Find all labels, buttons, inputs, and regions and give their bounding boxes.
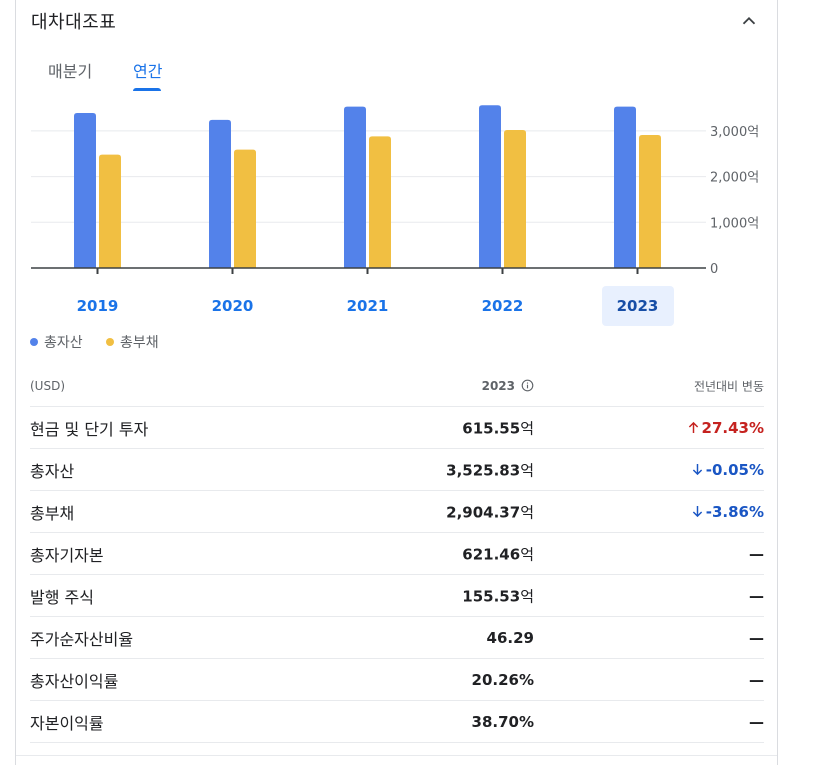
y-tick-label: 0 — [710, 262, 718, 277]
table-row: 총자기자본 621.46억 — — [30, 533, 764, 575]
tab-underline — [133, 88, 161, 91]
card-divider — [16, 755, 777, 756]
row-value: 38.70% — [472, 713, 534, 731]
section-title: 대차대조표 — [31, 12, 117, 33]
year-button[interactable]: 2021 — [346, 297, 389, 315]
row-label: 총자산이익률 — [30, 671, 119, 691]
table-row: 발행 주식 155.53억 — — [30, 575, 764, 617]
arrow-up-icon — [688, 421, 698, 433]
row-value: 46.29 — [487, 629, 534, 647]
row-change: — — [749, 629, 764, 647]
row-change: — — [749, 587, 764, 605]
year-button[interactable]: 2022 — [481, 297, 524, 315]
bar-total-assets — [74, 113, 96, 269]
row-value-number: 20.26% — [471, 670, 534, 689]
year-header-text: 2023 — [481, 379, 515, 393]
row-value-unit: 억 — [520, 503, 534, 521]
row-change-text: -0.05% — [705, 460, 764, 479]
row-change: -3.86% — [692, 503, 764, 521]
row-change-text: 27.43% — [701, 418, 764, 437]
y-tick-label: 3,000억 — [710, 125, 759, 140]
row-change-text: — — [749, 712, 764, 731]
row-label: 주가순자산비율 — [30, 629, 134, 649]
row-value-number: 155.53 — [462, 587, 521, 605]
arrow-down-icon — [692, 463, 702, 475]
legend-label-total-assets: 총자산 — [44, 335, 83, 351]
row-change: -0.05% — [692, 461, 764, 479]
row-value: 155.53억 — [462, 585, 534, 606]
bar-total-liabilities — [504, 129, 526, 268]
info-icon[interactable] — [521, 379, 534, 392]
row-value-number: 38.70% — [471, 712, 534, 731]
legend-item-total-liabilities: 총부채 — [106, 332, 159, 352]
bar-total-assets — [479, 105, 501, 268]
row-value-unit: 억 — [520, 419, 534, 437]
legend-label-total-liabilities: 총부채 — [120, 335, 159, 351]
row-value-number: 2,904.37 — [446, 503, 521, 521]
legend-item-total-assets: 총자산 — [30, 332, 83, 352]
financial-table: (USD) 2023 전년대비 변동 현금 및 단기 투자 615.55억 27.4… — [30, 366, 764, 743]
row-value-number: 615.55 — [462, 419, 521, 437]
year-button[interactable]: 2020 — [211, 297, 254, 315]
year-button[interactable]: 2019 — [76, 297, 119, 315]
row-change: 27.43% — [688, 419, 764, 437]
row-label: 발행 주식 — [30, 587, 94, 607]
table-row: 주가순자산비율 46.29 — — [30, 617, 764, 659]
legend-swatch-total-assets — [30, 338, 38, 346]
bar-total-assets — [209, 119, 231, 268]
row-change-text: — — [749, 628, 764, 647]
row-value-unit: 억 — [520, 545, 534, 563]
row-value: 2,904.37억 — [446, 501, 534, 522]
balance-sheet-chart: 0 1,000억 2,000억 3,000억 — [31, 105, 759, 277]
legend-swatch-total-liabilities — [106, 338, 114, 346]
row-value-number: 3,525.83 — [446, 461, 521, 479]
year-column-header: 2023 — [482, 379, 534, 393]
balance-sheet-card: 대차대조표 매분기 연간 0 1,000억 2,000억 3,000억 2019 202… — [15, 0, 778, 765]
row-label: 현금 및 단기 투자 — [30, 419, 149, 439]
table-row: 총자산이익률 20.26% — — [30, 659, 764, 701]
chevron-up-icon[interactable] — [738, 10, 760, 32]
row-label: 자본이익률 — [30, 713, 104, 733]
bar-total-assets — [344, 106, 366, 268]
table-row: 총부채 2,904.37억 -3.86% — [30, 491, 764, 533]
row-value: 20.26% — [472, 671, 534, 689]
bar-total-liabilities — [369, 136, 391, 268]
table-row: 자본이익률 38.70% — — [30, 701, 764, 743]
bar-total-assets — [614, 106, 636, 268]
table-body: 현금 및 단기 투자 615.55억 27.43% 총자산 3,525.83억 -0.05… — [30, 407, 764, 743]
row-change-text: — — [749, 586, 764, 605]
y-tick-label: 1,000억 — [710, 216, 759, 231]
bar-total-liabilities — [99, 154, 121, 268]
arrow-down-icon — [692, 505, 702, 517]
table-header: (USD) 2023 전년대비 변동 — [30, 366, 764, 407]
bar-total-liabilities — [234, 149, 256, 268]
row-change-text: — — [749, 544, 764, 563]
row-change-text: — — [749, 670, 764, 689]
tab-annual[interactable]: 연간 — [133, 62, 163, 81]
row-label: 총자기자본 — [30, 545, 104, 565]
row-value-unit: 억 — [520, 587, 534, 605]
table-row: 현금 및 단기 투자 615.55억 27.43% — [30, 407, 764, 449]
row-value-number: 46.29 — [486, 628, 534, 647]
row-change: — — [749, 671, 764, 689]
table-row: 총자산 3,525.83억 -0.05% — [30, 449, 764, 491]
change-column-header: 전년대비 변동 — [693, 379, 764, 394]
row-value-unit: 억 — [520, 461, 534, 479]
currency-label: (USD) — [30, 379, 66, 393]
row-change-text: -3.86% — [705, 502, 764, 521]
row-value-number: 621.46 — [462, 545, 521, 563]
bar-total-liabilities — [639, 134, 661, 268]
row-value: 621.46억 — [462, 543, 534, 564]
row-value: 3,525.83억 — [446, 459, 534, 480]
row-change: — — [749, 545, 764, 563]
y-tick-label: 2,000억 — [710, 171, 759, 186]
row-change: — — [749, 713, 764, 731]
row-label: 총자산 — [30, 461, 75, 481]
row-value: 615.55억 — [462, 417, 534, 438]
tab-quarterly[interactable]: 매분기 — [48, 62, 93, 81]
year-button[interactable]: 2023 — [601, 286, 674, 326]
row-label: 총부채 — [30, 503, 75, 523]
